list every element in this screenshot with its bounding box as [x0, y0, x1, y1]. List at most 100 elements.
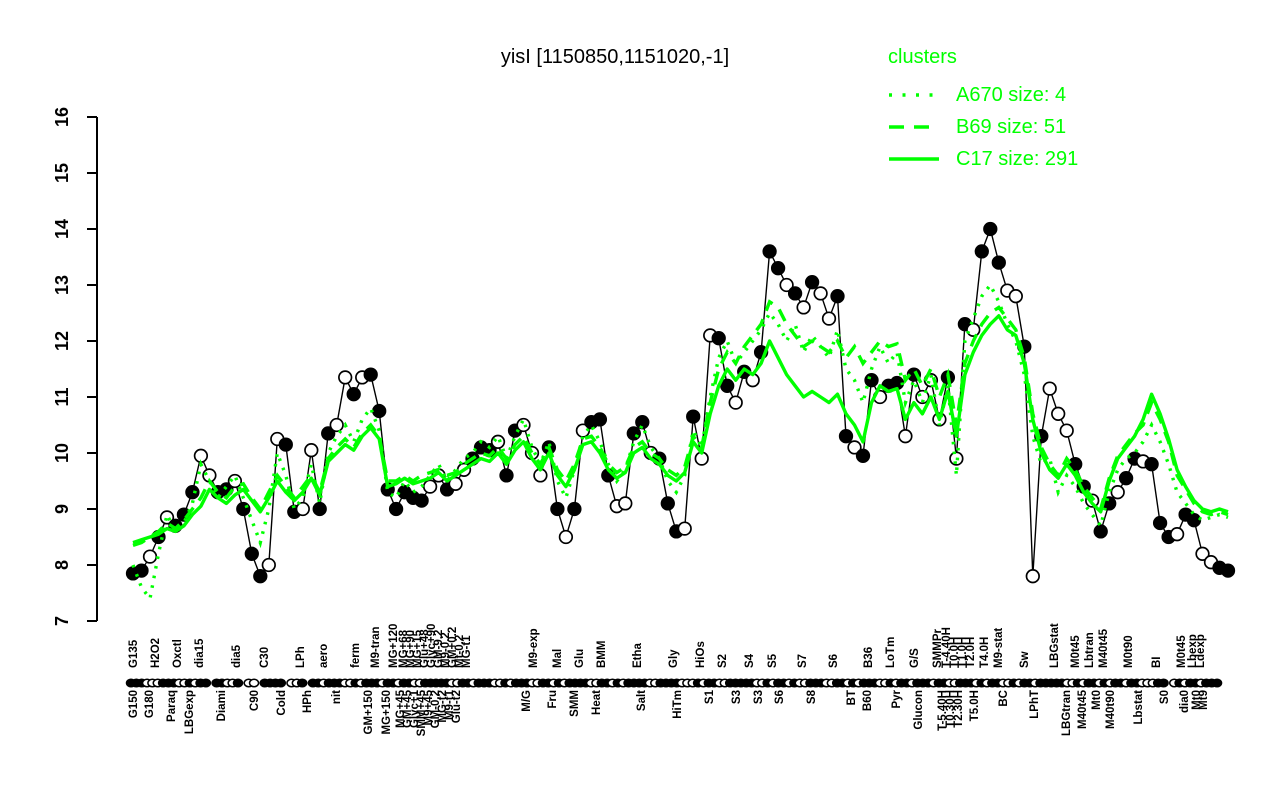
x-label: SMMPr — [932, 629, 944, 669]
x-label: B36 — [863, 647, 875, 668]
filled-point-marker — [499, 468, 514, 483]
filled-point-marker — [414, 493, 429, 508]
filled-point-marker — [991, 255, 1006, 270]
x-label: Mt0 — [1091, 690, 1103, 710]
x-label: BT — [846, 690, 858, 705]
filled-point-marker — [312, 501, 327, 517]
x-label: G135 — [128, 639, 140, 668]
x-label: Mal — [552, 649, 564, 668]
open-point-marker — [1042, 381, 1057, 396]
solid-line-sample-icon — [889, 157, 939, 161]
filled-point-marker — [185, 485, 200, 500]
x-label: T2.30H — [953, 690, 965, 728]
open-point-marker — [677, 521, 692, 536]
filled-point-marker — [720, 378, 735, 393]
filled-point-marker — [1220, 563, 1236, 578]
open-point-marker — [1169, 527, 1185, 542]
x-label: LBGexp — [184, 690, 196, 734]
x-label: Salt — [636, 690, 648, 711]
x-label: MG+150 — [381, 690, 393, 734]
x-label: GM+150 — [363, 690, 375, 734]
filled-point-marker — [686, 409, 701, 424]
x-label: T4.0H — [979, 637, 991, 668]
x-label: dia0 — [1179, 690, 1191, 713]
x-label: LPh — [295, 646, 307, 668]
chart-title: yisI [1150850,1151020,-1] — [500, 46, 730, 68]
x-label: Lbexp — [1187, 634, 1199, 668]
x-label: MG+45 — [395, 689, 407, 728]
x-label: MG+15 — [412, 629, 424, 668]
open-point-marker — [142, 549, 158, 564]
filled-point-marker — [1152, 515, 1168, 531]
filled-bead — [275, 678, 287, 688]
probe-markers — [125, 221, 1236, 584]
x-label: Ldexp — [1195, 634, 1207, 668]
x-label: HiTm — [672, 690, 684, 719]
x-label: BI — [1151, 657, 1163, 669]
filled-point-marker — [244, 546, 259, 561]
x-label: M9-stat — [993, 628, 1005, 668]
x-label: S3 — [731, 690, 743, 704]
legend-item-c17: C17 size: 291 — [888, 143, 1078, 175]
x-label: M/G — [521, 690, 533, 712]
x-label: H2O2 — [150, 638, 162, 668]
x-label: G/S — [909, 648, 921, 668]
x-label: GM+0.2 — [447, 627, 459, 668]
open-point-marker — [1008, 289, 1023, 304]
x-label: T5.0H — [969, 690, 981, 721]
filled-point-marker — [321, 426, 336, 441]
x-label: S0 — [1159, 690, 1171, 704]
x-label: LPhT — [1029, 690, 1041, 719]
x-label: ferm — [350, 643, 362, 668]
legend-item-b69: B69 size: 51 — [888, 111, 1078, 143]
x-label: MG+68 — [398, 629, 410, 668]
x-label: T1.0H — [957, 637, 969, 668]
filled-point-marker — [363, 367, 378, 382]
x-label: M9+45 — [423, 689, 435, 725]
open-point-marker — [227, 473, 243, 489]
open-point-marker — [1110, 485, 1125, 500]
open-point-marker — [261, 557, 276, 573]
open-point-marker — [618, 496, 633, 511]
x-label: M40t90 — [1105, 690, 1117, 729]
open-point-marker — [422, 479, 438, 494]
x-label: M9-tran — [370, 626, 382, 668]
filled-point-marker — [830, 289, 845, 304]
filled-point-marker — [626, 426, 641, 441]
x-label: M40t45 — [1077, 689, 1089, 729]
x-label: Pyr — [891, 689, 903, 708]
x-label: Mt-0.2 — [454, 635, 466, 668]
dotted-line-sample-icon — [889, 93, 939, 97]
x-label: Glu-t2 — [451, 690, 463, 723]
filled-point-marker — [770, 261, 786, 276]
x-label: S5 — [767, 653, 779, 668]
filled-point-marker — [592, 412, 608, 427]
x-label: Mt9 — [1198, 690, 1210, 710]
legend: clusters A670 size: 4 B69 size: 51 C17 s… — [888, 46, 1078, 175]
x-label: Sw — [1019, 651, 1031, 668]
legend-item-label: A670 size: 4 — [956, 83, 1067, 106]
open-point-marker — [295, 501, 310, 517]
y-tick-label: 9 — [52, 504, 72, 514]
x-label: B60 — [862, 690, 874, 711]
y-tick-label: 14 — [52, 219, 72, 239]
open-point-marker — [847, 440, 862, 455]
x-label: Oxctl — [172, 639, 184, 668]
x-label: M9-0.2 — [440, 632, 452, 668]
open-point-marker — [821, 311, 837, 326]
filled-point-marker — [660, 496, 675, 511]
x-label: MG+90 — [405, 630, 417, 668]
x-label: SMM+45 — [416, 689, 428, 736]
legend-item-label: B69 size: 51 — [956, 115, 1067, 138]
y-tick-label: 12 — [52, 331, 72, 351]
open-point-marker — [1025, 569, 1040, 584]
x-label: S2 — [717, 654, 729, 668]
cluster-C17-solid-line — [132, 314, 1229, 545]
y-tick-label: 10 — [52, 443, 72, 463]
x-label: Glyc+90 — [426, 624, 438, 668]
filled-bead — [296, 678, 308, 688]
legend-item-label: C17 size: 291 — [956, 147, 1079, 170]
filled-point-marker — [372, 403, 387, 419]
